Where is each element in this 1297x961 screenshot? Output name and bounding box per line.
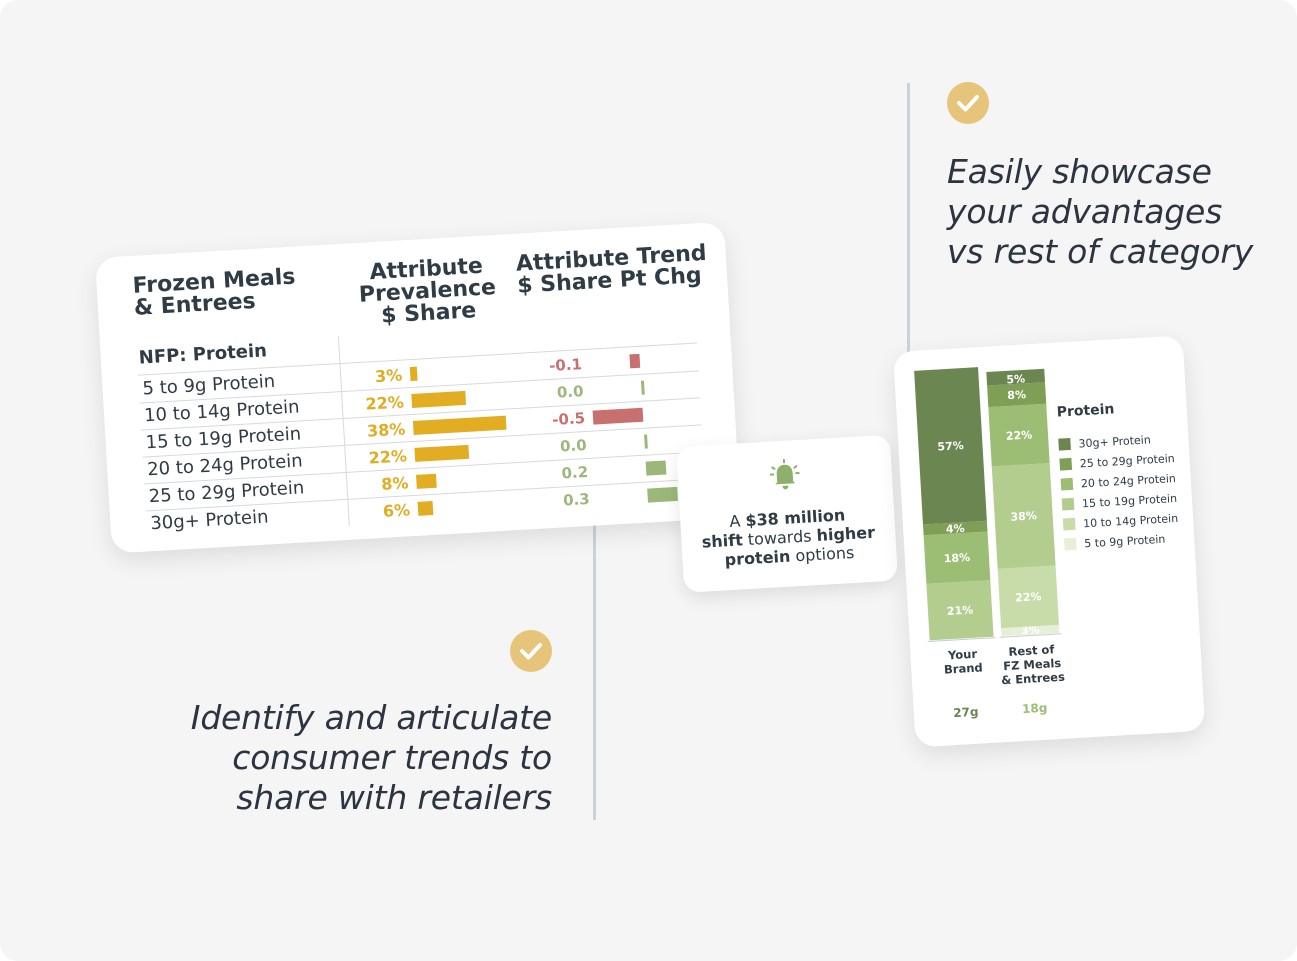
bar-segment: [988, 403, 1050, 467]
legend-swatch: [1058, 437, 1071, 451]
trend-value: 0.0: [556, 382, 584, 402]
segment-label: 22%: [1005, 428, 1032, 442]
legend-swatch: [1060, 477, 1074, 491]
segment-label: 18%: [943, 551, 970, 565]
baseline: [999, 633, 1062, 638]
segment-label: 22%: [1015, 590, 1042, 604]
trend-value: 0.0: [559, 436, 588, 456]
category-label: & Entrees: [1001, 670, 1066, 688]
protein-chart-card: 21% 18% 4% 57% Your Brand 27g 3% 22% 38% 22% 8% 5% Re…: [893, 335, 1206, 748]
prevalence-value: 3%: [374, 365, 403, 387]
callout-text-part: options: [789, 542, 855, 566]
segment-label: 57%: [937, 439, 964, 453]
bar-segment: [997, 565, 1059, 629]
category-label: Rest of: [1008, 642, 1056, 659]
caption-line: share with retailers: [236, 778, 552, 817]
prevalence-value: 22%: [365, 392, 405, 414]
segment-label: 5%: [1006, 372, 1025, 386]
caption-showcase: Easily showcase your advantages vs rest …: [947, 152, 1253, 272]
prevalence-value: 8%: [380, 473, 410, 494]
prevalence-bar: [412, 415, 507, 435]
trend-value: -0.5: [551, 409, 586, 429]
caption-line: Easily showcase: [947, 152, 1212, 191]
baseline: [927, 637, 996, 642]
column-divider: [337, 336, 350, 526]
legend-swatch: [1062, 517, 1076, 531]
callout-text-bold: protein: [724, 546, 791, 570]
trend-value: -0.1: [548, 355, 583, 376]
trend-bar: [592, 407, 644, 425]
legend-label: 25 to 29g Protein: [1079, 452, 1175, 470]
trend-bar: [647, 486, 678, 503]
trend-header: Attribute Trend $ Share Pt Chg: [515, 241, 707, 299]
bar-segment: [986, 368, 1045, 386]
callout-text: A $38 million shift towards higher prote…: [680, 503, 897, 572]
average-value: 18g: [1022, 701, 1048, 716]
segment-label: 21%: [946, 603, 973, 617]
legend-title: Protein: [1056, 401, 1115, 420]
caption-line: Identify and articulate: [190, 698, 552, 737]
trend-bar: [640, 380, 645, 395]
category-label: FZ Meals: [1003, 656, 1062, 673]
trend-value: 0.3: [562, 489, 591, 510]
category-label: Brand: [944, 660, 983, 676]
legend-label: 5 to 9g Protein: [1084, 533, 1166, 551]
prevalence-bar: [411, 390, 466, 408]
segment-label: 4%: [946, 522, 965, 536]
callout-text-bold: higher: [816, 522, 876, 546]
attribute-table-card: Frozen Meals & Entrees Attribute Prevale…: [95, 221, 741, 554]
prevalence-bar: [416, 473, 437, 489]
bar-segment: [914, 367, 987, 525]
caption-identify: Identify and articulate consumer trends …: [152, 698, 552, 818]
callout-card: A $38 million shift towards higher prote…: [676, 434, 899, 593]
caption-line: vs rest of category: [947, 232, 1254, 271]
legend-label: 30g+ Protein: [1078, 433, 1151, 450]
row-label: 30g+ Protein: [149, 506, 270, 535]
prevalence-bar: [409, 366, 418, 382]
trend-bar: [645, 460, 667, 476]
caption-line: your advantages: [947, 192, 1223, 231]
table-title: Frozen Meals & Entrees: [132, 265, 297, 321]
average-value: 27g: [953, 705, 979, 720]
prevalence-value: 22%: [368, 446, 408, 468]
callout-text-bold: shift: [701, 530, 744, 552]
prevalence-header: Attribute Prevalence $ Share: [346, 254, 510, 329]
legend-swatch: [1061, 497, 1075, 511]
bell-icon: [769, 458, 800, 490]
bar-segment: [1001, 624, 1060, 637]
stacked-bar-chart: 21%18%4%57%YourBrand27g3%22%38%22%8%5%Re…: [914, 367, 1179, 720]
section-label: NFP: Protein: [138, 340, 268, 369]
legend-label: 10 to 14g Protein: [1083, 512, 1179, 530]
legend-swatch: [1059, 457, 1073, 471]
segment-label: 8%: [1007, 388, 1026, 402]
prevalence-value: 38%: [366, 419, 406, 441]
bar-segment: [926, 580, 994, 641]
trend-value: 0.2: [561, 462, 589, 483]
trend-bar: [629, 353, 641, 369]
divider-line-left: [593, 520, 596, 820]
checkmark-circle-icon: [947, 82, 989, 124]
callout-text-part: A: [728, 511, 746, 532]
bar-segment: [923, 531, 991, 584]
bar-segment: [922, 520, 988, 536]
checkmark-circle-icon: [510, 630, 552, 672]
prevalence-bar: [417, 500, 434, 516]
segment-label: 38%: [1010, 509, 1037, 523]
caption-line: consumer trends to: [232, 738, 552, 777]
trend-bar: [644, 434, 648, 449]
divider-line-right: [907, 83, 910, 353]
legend-label: 15 to 19g Protein: [1082, 492, 1178, 510]
category-label: Your: [947, 647, 978, 663]
legend-swatch: [1064, 537, 1077, 551]
prevalence-bar: [414, 444, 470, 462]
legend-label: 20 to 24g Protein: [1081, 472, 1177, 490]
bar-segment: [991, 463, 1056, 569]
bar-segment: [987, 382, 1047, 408]
prevalence-value: 6%: [382, 500, 411, 521]
